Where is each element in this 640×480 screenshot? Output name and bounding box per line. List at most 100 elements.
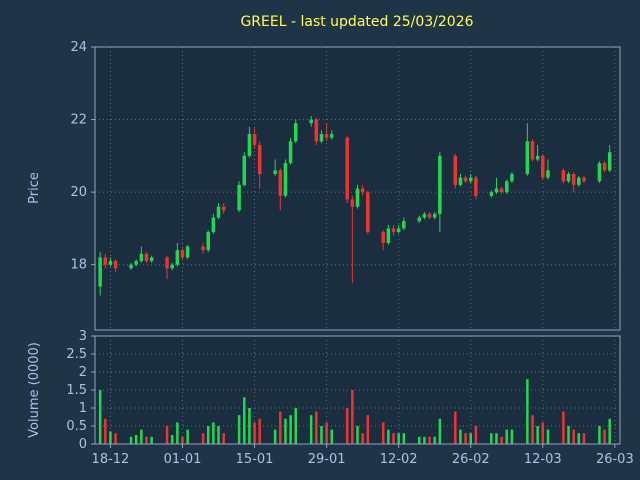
candle-body — [211, 217, 216, 233]
volume-bar — [608, 418, 611, 444]
candle-body — [458, 177, 463, 185]
candle-body — [185, 246, 190, 258]
volume-bar — [490, 433, 493, 444]
plot-layer: 18 20 22 24 0 0.5 1 1.5 2 2.5 3 18-12 01-01 15-01 29-0… — [66, 40, 633, 467]
volume-bar — [150, 436, 153, 444]
volume-bar — [500, 436, 503, 444]
volume-bar — [217, 426, 220, 444]
volume-bar — [577, 433, 581, 444]
volume-axis-label: Volume (0000) — [27, 342, 42, 438]
candle-body — [427, 213, 432, 218]
volume-bar — [212, 422, 215, 444]
price-tick-label: 24 — [70, 40, 87, 55]
volume-bar — [165, 426, 169, 444]
volume-bar — [134, 435, 138, 444]
candle-body — [314, 119, 319, 142]
volume-bar — [397, 433, 400, 444]
candle-body — [170, 264, 174, 269]
volume-bar — [366, 415, 370, 444]
volume-bar — [392, 433, 395, 444]
volume-bar — [222, 433, 225, 444]
volume-bar — [345, 408, 349, 444]
volume-bar — [253, 422, 256, 444]
candle-body — [309, 119, 313, 124]
volume-bar — [423, 436, 426, 444]
candle-body — [165, 257, 169, 269]
volume-tick-label: 2 — [79, 365, 87, 380]
candle-body — [293, 123, 298, 142]
volume-tick-label: 1.5 — [66, 383, 87, 398]
volume-bar — [98, 390, 102, 444]
candle-body — [453, 155, 458, 185]
volume-bar — [258, 418, 261, 444]
candle-body — [571, 173, 576, 185]
volume-bar — [273, 429, 277, 444]
candle-body — [103, 257, 108, 265]
volume-bar — [474, 426, 478, 444]
candle-body — [381, 232, 385, 243]
candle-body — [463, 177, 468, 182]
candle-body — [432, 213, 437, 218]
volume-bar — [361, 433, 364, 444]
volume-bar — [495, 433, 498, 444]
x-tick-label: 26-02 — [452, 452, 490, 467]
volume-bar — [294, 408, 297, 444]
candle-body — [468, 177, 473, 182]
volume-bar — [381, 422, 385, 444]
volume-bar — [510, 429, 514, 444]
volume-bar — [418, 436, 421, 444]
candle-body — [330, 134, 334, 138]
price-tick-label: 18 — [70, 258, 87, 273]
volume-bar — [315, 411, 318, 444]
candle-body — [134, 261, 138, 265]
price-tick-label: 20 — [70, 185, 87, 200]
volume-bar — [109, 431, 112, 444]
x-tick-label: 15-01 — [236, 452, 274, 467]
candles — [98, 115, 612, 296]
volume-bar — [330, 429, 334, 444]
candle-body — [278, 170, 283, 196]
volume-bar — [567, 426, 570, 444]
x-tick-label: 26-03 — [596, 452, 634, 467]
volume-bar — [129, 436, 133, 444]
volume-bar — [536, 426, 539, 444]
volume-bar — [454, 411, 457, 444]
candle-body — [510, 173, 514, 182]
volume-bar — [387, 429, 390, 444]
volume-bar — [469, 433, 472, 444]
candle-body — [525, 141, 530, 174]
volume-tick-label: 1 — [79, 401, 87, 416]
x-tick-label: 12-02 — [380, 452, 418, 467]
volume-bar — [562, 411, 565, 444]
candle-body — [422, 213, 427, 218]
candle-body — [350, 199, 355, 207]
candle-body — [566, 173, 571, 182]
volume-bar — [428, 436, 431, 444]
candle-body — [129, 264, 133, 269]
candle-body — [345, 137, 349, 200]
x-tick-label: 29-01 — [308, 452, 346, 467]
candle-body — [597, 163, 602, 182]
volume-tick-label: 2.5 — [66, 347, 87, 362]
candle-body — [489, 192, 494, 196]
volume-bar — [505, 429, 509, 444]
price-tick-label: 22 — [70, 113, 87, 128]
candle-body — [417, 217, 422, 222]
candle-body — [530, 141, 535, 160]
price-axis-label: Price — [27, 172, 42, 204]
candle-body — [139, 253, 144, 262]
candle-body — [607, 152, 612, 171]
price-axis-spine — [94, 46, 621, 331]
volume-bar — [237, 415, 241, 444]
volume-tick-label: 0.5 — [66, 419, 87, 434]
candle-body — [175, 250, 180, 265]
x-tick-label: 18-12 — [92, 452, 130, 467]
volume-bar — [356, 426, 359, 444]
candle-body — [273, 170, 277, 174]
candle-body — [216, 206, 221, 218]
volume-bar — [243, 397, 246, 444]
candle-body — [180, 250, 185, 258]
volume-bar — [176, 422, 179, 444]
candle-body — [535, 155, 540, 160]
